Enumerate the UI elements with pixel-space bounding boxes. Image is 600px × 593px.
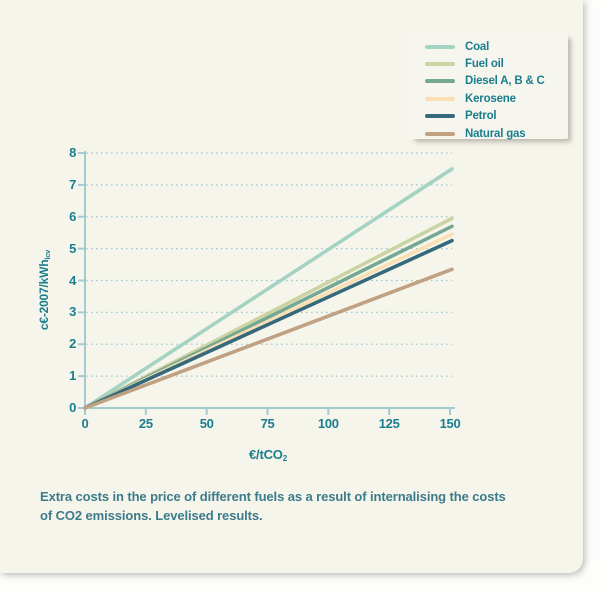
legend-swatch-icon: [425, 131, 455, 136]
legend-item-petrol: Petrol: [410, 108, 568, 125]
chart-legend: Coal Fuel oil Diesel A, B & C Kerosene Petro…: [410, 33, 568, 142]
y-tick-label-3: 3: [69, 304, 76, 320]
x-axis-title-sub: 2: [282, 454, 287, 463]
series-line-natural-gas: [83, 267, 454, 410]
legend-label: Fuel oil: [465, 58, 504, 71]
legend-swatch-icon: [425, 96, 455, 101]
y-tick-label-4: 4: [69, 272, 76, 288]
y-axis-title: c€-2007/kWhlcv: [37, 249, 52, 331]
x-tick-label-50: 50: [199, 416, 214, 431]
legend-label: Diesel A, B & C: [465, 75, 545, 88]
series-line-petrol: [83, 238, 454, 410]
y-tick-label-1: 1: [69, 368, 76, 384]
x-tick-label-75: 75: [260, 416, 275, 431]
line-chart: [78, 151, 455, 415]
legend-item-diesel-a-b-c: Diesel A, B & C: [410, 73, 568, 90]
y-tick-label-7: 7: [69, 176, 76, 192]
x-axis-title: €/tCO2: [227, 447, 309, 463]
legend-label: Petrol: [465, 110, 497, 123]
x-tick-label-150: 150: [439, 416, 461, 431]
series-line-coal: [83, 167, 454, 410]
legend-label: Kerosene: [465, 92, 516, 105]
figure-card: Coal Fuel oil Diesel A, B & C Kerosene Petro…: [0, 0, 583, 573]
x-tick-label-125: 125: [378, 416, 400, 431]
x-tick-label-25: 25: [138, 416, 153, 431]
y-axis-title-main: c€-2007/kWh: [37, 259, 51, 331]
y-tick-label-0: 0: [69, 400, 76, 415]
legend-swatch-icon: [425, 79, 455, 84]
legend-label: Natural gas: [465, 127, 526, 140]
figure-caption: Extra costs in the price of different fu…: [40, 488, 570, 525]
legend-swatch-icon: [425, 114, 455, 119]
legend-item-natural-gas: Natural gas: [410, 125, 568, 142]
legend-swatch-icon: [425, 44, 455, 49]
x-axis-title-main: €/tCO: [249, 447, 283, 462]
figure-caption-line2: of CO2 emissions. Levelised results.: [40, 507, 263, 523]
legend-item-fuel-oil: Fuel oil: [410, 55, 568, 72]
legend-item-kerosene: Kerosene: [410, 90, 568, 107]
y-tick-label-6: 6: [69, 208, 76, 224]
x-tick-label-0: 0: [81, 416, 89, 431]
legend-label: Coal: [465, 40, 490, 53]
x-tick-label-100: 100: [317, 416, 339, 431]
legend-swatch-icon: [425, 62, 455, 67]
y-tick-label-2: 2: [69, 336, 76, 352]
y-axis-title-sub: lcv: [42, 249, 52, 260]
y-tick-label-8: 8: [69, 145, 76, 160]
figure-caption-line1: Extra costs in the price of different fu…: [40, 489, 506, 504]
y-tick-label-5: 5: [69, 240, 76, 256]
legend-item-coal: Coal: [410, 38, 568, 55]
